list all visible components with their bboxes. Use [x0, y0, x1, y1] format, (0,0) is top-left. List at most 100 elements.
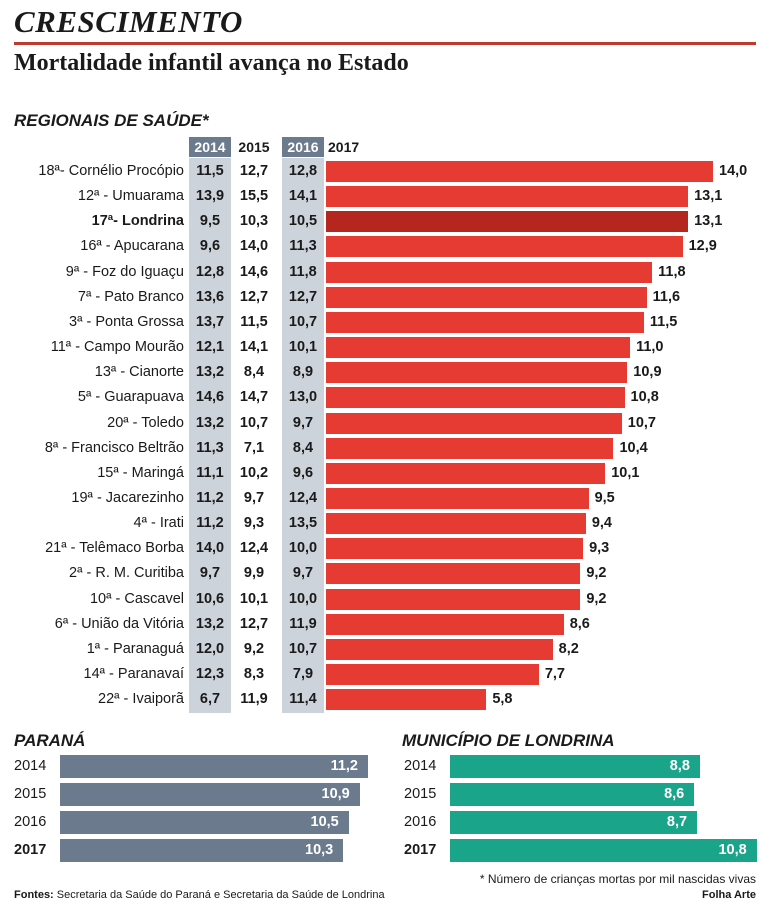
bar-2017: [326, 236, 683, 258]
bar-value-2017: 12,9: [688, 238, 717, 255]
cell-2016: 10,5: [288, 213, 318, 230]
bar-2017: [326, 412, 622, 434]
cell-2016: 11,8: [289, 263, 317, 280]
col-header-2015: 2015: [238, 139, 270, 155]
bar-2017: [326, 664, 539, 685]
bar-2017: [326, 362, 628, 384]
col-band-2014: [189, 158, 231, 714]
cell-2015: 14,6: [239, 263, 269, 280]
bar-value-2017: 13,1: [694, 213, 723, 230]
kicker: CRESCIMENTO: [14, 4, 243, 39]
cell-2016: 11,9: [289, 615, 317, 632]
bar-2017: [326, 613, 564, 635]
cell-2014: 14,0: [195, 540, 225, 557]
cell-2015: 10,3: [239, 213, 269, 230]
cell-2016: 13,0: [288, 389, 318, 406]
cell-2015: 10,1: [239, 590, 269, 607]
cell-2014: 11,1: [196, 464, 224, 481]
row-label: 21ª - Telêmaco Borba: [45, 540, 184, 557]
headline: Mortalidade infantil avança no Estado: [14, 50, 409, 76]
bar-2017: [326, 437, 614, 459]
title-rule: [14, 42, 756, 45]
cell-2014: 13,2: [195, 615, 225, 632]
cell-2015: 8,3: [243, 666, 265, 682]
hbar: [450, 839, 757, 862]
hbar-value: 10,5: [310, 814, 339, 830]
cell-2015: 14,7: [239, 389, 269, 406]
sources: Fontes: Secretaria da Saúde do Paraná e …: [14, 889, 385, 901]
year-label: 2016: [404, 814, 437, 830]
row-label: 6ª - União da Vitória: [54, 615, 184, 632]
bar-value-2017: 8,2: [558, 640, 579, 657]
row-label: 20ª - Toledo: [107, 414, 184, 431]
cell-2015: 14,0: [239, 238, 269, 255]
row-label: 15ª - Maringá: [97, 464, 184, 481]
cell-2016: 8,4: [292, 439, 314, 456]
cell-2016: 10,1: [288, 339, 318, 356]
hbar: [450, 783, 695, 806]
hbar: [60, 839, 344, 862]
bar-2017: [326, 588, 581, 610]
cell-2015: 7,1: [243, 439, 265, 456]
bar-value-2017: 10,4: [619, 439, 648, 456]
cell-2015: 11,5: [240, 313, 268, 330]
bar-value-2017: 9,5: [594, 489, 615, 506]
year-label: 2014: [14, 758, 47, 774]
cell-2014: 12,3: [195, 666, 225, 682]
cell-2016: 7,9: [292, 666, 314, 682]
row-label: 7ª - Pato Branco: [77, 288, 184, 305]
cell-2016: 13,5: [288, 515, 318, 532]
bar-value-2017: 14,0: [719, 163, 748, 179]
bar-value-2017: 10,8: [630, 389, 659, 406]
cell-2015: 10,7: [239, 414, 269, 431]
cell-2014: 11,5: [196, 163, 224, 179]
hbar: [450, 811, 698, 834]
credit: Folha Arte: [702, 889, 756, 901]
cell-2015: 15,5: [239, 188, 269, 205]
row-label: 9ª - Foz do Iguaçu: [65, 263, 184, 280]
bar-2017: [326, 161, 713, 182]
bar-2017: [326, 311, 644, 333]
cell-2014: 11,3: [196, 439, 224, 456]
year-label: 2015: [404, 786, 437, 802]
col-header-2014: 2014: [189, 137, 231, 157]
bar-2017: [326, 186, 689, 208]
cell-2014: 13,2: [195, 364, 225, 381]
row-label: 13ª - Cianorte: [94, 364, 184, 381]
row-label: 4ª - Irati: [133, 515, 185, 532]
bar-2017: [326, 261, 653, 283]
cell-2014: 9,6: [199, 238, 221, 255]
sources-label: Fontes:: [14, 889, 54, 901]
cell-2014: 6,7: [199, 691, 221, 708]
cell-2015: 12,7: [239, 288, 269, 305]
cell-2016: 10,0: [288, 590, 318, 607]
row-label: 1ª - Paranaguá: [86, 640, 184, 657]
hbar: [60, 755, 368, 778]
bar-2017: [326, 462, 606, 484]
row-label: 10ª - Cascavel: [89, 590, 184, 607]
row-label: 14ª - Paranavaí: [83, 666, 184, 682]
row-label: 2ª - R. M. Curitiba: [69, 565, 184, 582]
cell-2015: 14,1: [239, 339, 269, 356]
bar-value-2017: 11,5: [649, 313, 678, 330]
col-band-2016: [282, 158, 324, 714]
bar-2017: [326, 638, 553, 660]
cell-2014: 13,2: [195, 414, 225, 431]
cell-2016: 9,7: [292, 565, 314, 582]
bar-value-2017: 10,7: [627, 414, 656, 431]
row-label: 22ª - Ivaiporã: [98, 691, 184, 708]
cell-2014: 11,2: [196, 489, 224, 506]
cell-2016: 9,6: [292, 464, 314, 481]
footnote: * Número de crianças mortas por mil nasc…: [479, 872, 756, 886]
cell-2016: 10,0: [288, 540, 318, 557]
cell-2016: 10,7: [288, 640, 318, 657]
cell-2014: 12,8: [195, 263, 225, 280]
row-label: 16ª - Apucarana: [80, 238, 184, 255]
bar-2017: [326, 563, 581, 585]
cell-2014: 12,0: [195, 640, 225, 657]
cell-2016: 8,9: [292, 364, 314, 381]
bar-2017: [326, 211, 689, 233]
hbar: [60, 811, 349, 834]
cell-2015: 12,7: [239, 615, 269, 632]
hbar-value: 10,9: [321, 786, 350, 802]
